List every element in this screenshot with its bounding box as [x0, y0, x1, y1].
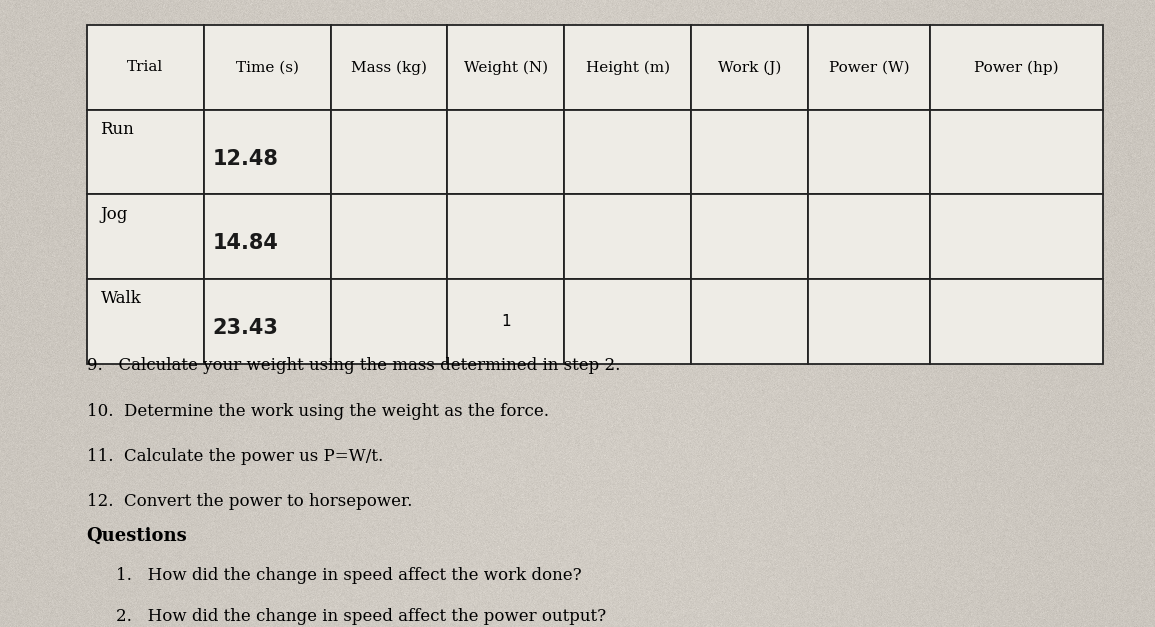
Bar	[808, 110, 930, 194]
Text: 2.   How did the change in speed affect the power output?: 2. How did the change in speed affect th…	[116, 608, 605, 625]
Text: Run: Run	[100, 121, 134, 138]
Bar	[87, 110, 203, 194]
Text: Walk: Walk	[100, 290, 141, 307]
Text: Weight (N): Weight (N)	[464, 60, 547, 75]
Text: Height (m): Height (m)	[586, 60, 670, 75]
Bar	[930, 194, 1103, 279]
Text: Work (J): Work (J)	[718, 60, 782, 75]
Text: 14.84: 14.84	[213, 233, 278, 253]
Bar	[330, 279, 447, 364]
Text: 23.43: 23.43	[213, 318, 278, 338]
Bar	[808, 25, 930, 110]
Text: Trial: Trial	[127, 60, 163, 75]
Text: 12.48: 12.48	[213, 149, 278, 169]
Bar	[203, 279, 330, 364]
Text: 9.   Calculate your weight using the mass determined in step 2.: 9. Calculate your weight using the mass …	[87, 357, 620, 374]
Text: Questions: Questions	[87, 527, 187, 545]
Text: Jog: Jog	[100, 206, 128, 223]
Bar	[565, 25, 692, 110]
Text: 11.  Calculate the power us P=W/t.: 11. Calculate the power us P=W/t.	[87, 448, 382, 465]
Bar	[87, 194, 203, 279]
Text: Power (hp): Power (hp)	[975, 60, 1059, 75]
Bar	[692, 110, 808, 194]
Bar	[330, 25, 447, 110]
Bar	[930, 110, 1103, 194]
Bar	[565, 194, 692, 279]
Text: 10.  Determine the work using the weight as the force.: 10. Determine the work using the weight …	[87, 403, 549, 419]
Bar	[692, 25, 808, 110]
Text: Power (W): Power (W)	[829, 60, 910, 75]
Bar	[930, 25, 1103, 110]
Bar	[447, 194, 565, 279]
Bar	[565, 110, 692, 194]
Bar	[447, 25, 565, 110]
Bar	[87, 25, 203, 110]
Text: 1: 1	[501, 314, 511, 329]
Bar	[808, 279, 930, 364]
Text: 12.  Convert the power to horsepower.: 12. Convert the power to horsepower.	[87, 493, 412, 510]
Bar	[447, 279, 565, 364]
Bar	[203, 110, 330, 194]
Text: 1.   How did the change in speed affect the work done?: 1. How did the change in speed affect th…	[116, 567, 581, 584]
Bar	[930, 279, 1103, 364]
Bar	[565, 279, 692, 364]
Bar	[203, 194, 330, 279]
Bar	[692, 194, 808, 279]
Bar	[330, 194, 447, 279]
Bar	[330, 110, 447, 194]
Bar	[203, 25, 330, 110]
Bar	[808, 194, 930, 279]
Bar	[692, 279, 808, 364]
Text: Mass (kg): Mass (kg)	[351, 60, 427, 75]
Bar	[447, 110, 565, 194]
Text: Time (s): Time (s)	[236, 60, 298, 75]
Bar	[87, 279, 203, 364]
